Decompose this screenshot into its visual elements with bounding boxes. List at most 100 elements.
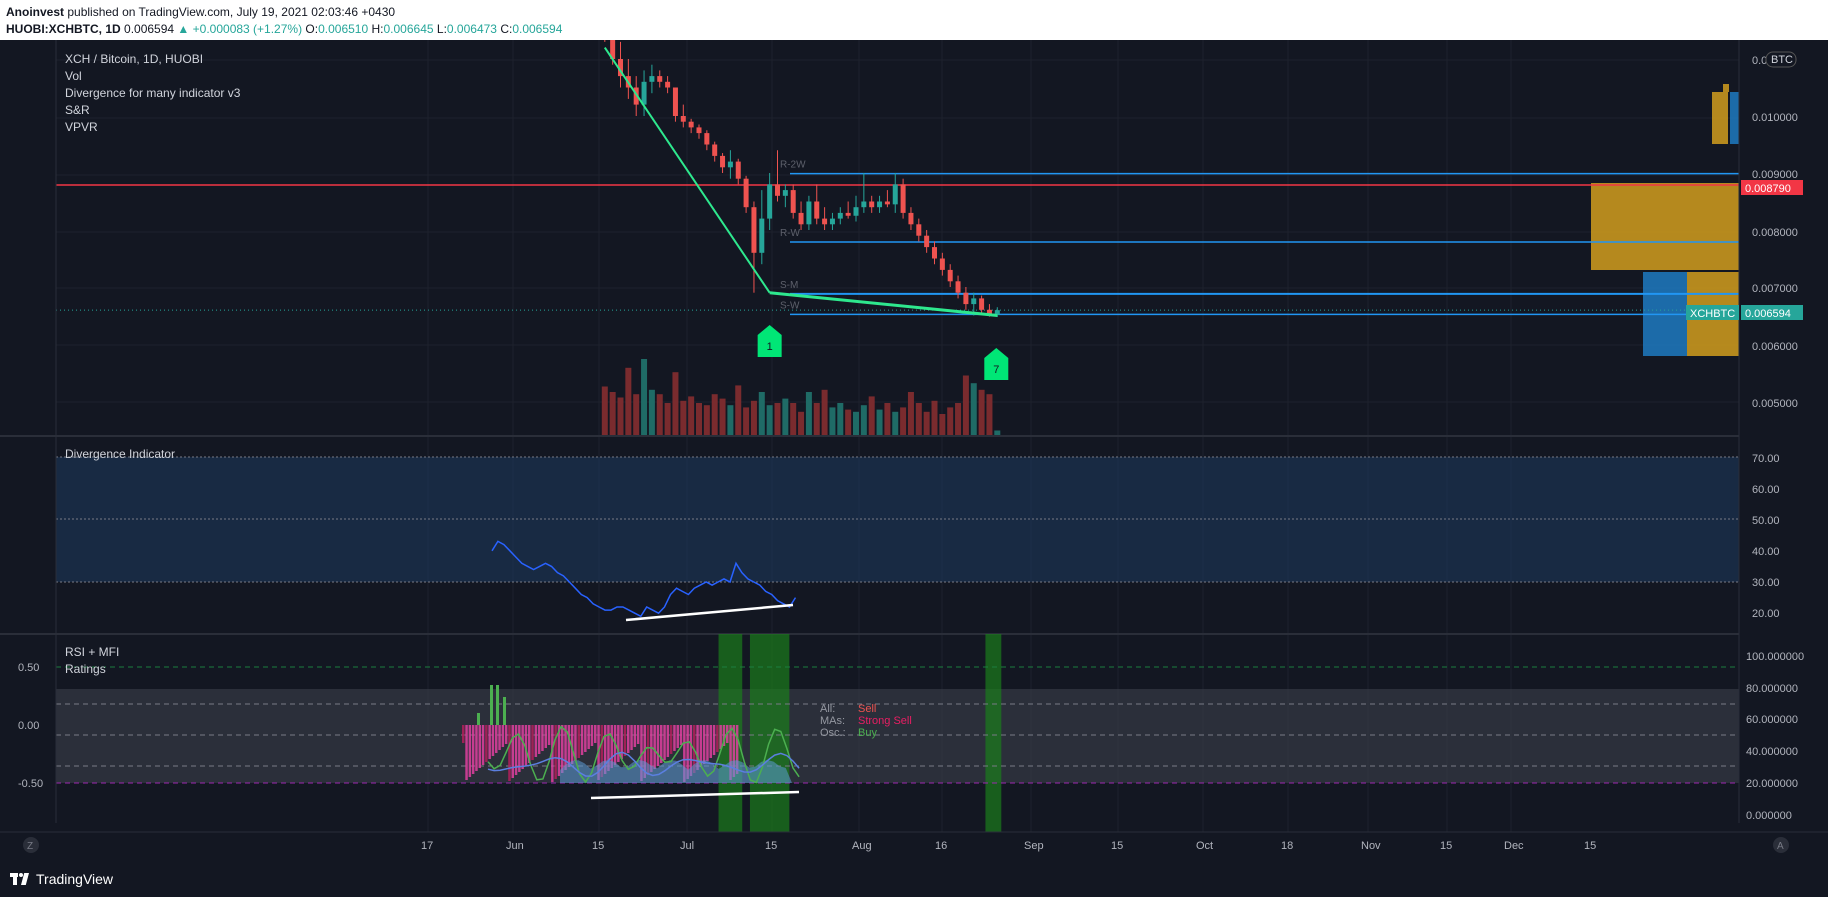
time-tick: Aug (852, 840, 872, 852)
ratings-bar-positive (503, 697, 506, 725)
price-axis[interactable] (1739, 40, 1828, 863)
volume-bar (641, 359, 648, 436)
ratings-bar (485, 725, 488, 762)
legend-symbol[interactable]: XCH / Bitcoin, 1D, HUOBI (65, 52, 203, 66)
rsi-tick: 60.000000 (1746, 714, 1798, 726)
ratings-tick: -0.50 (18, 778, 43, 790)
ratings-bar (557, 725, 561, 776)
candle-body (751, 207, 757, 253)
candle-body (735, 161, 741, 179)
price-axis-labels: 0.0 0.010000 0.009000 0.008000 0.007000 0.006… (1746, 55, 1804, 822)
time-tick: 17 (421, 840, 433, 852)
volume-bar (915, 403, 922, 436)
ratings-bar (570, 725, 574, 764)
publish-text: published on TradingView.com, July 19, 2… (67, 5, 396, 19)
ratings-bar (607, 725, 610, 771)
time-tick: 15 (1584, 840, 1596, 852)
ratings-title[interactable]: Ratings (65, 662, 106, 676)
volume-bar (680, 400, 687, 436)
ratings-bar (580, 725, 584, 755)
rsi-title[interactable]: RSI + MFI (65, 645, 119, 659)
legend-volume[interactable]: Vol (65, 69, 82, 83)
ratings-bar (735, 725, 739, 774)
rsi-tick: 80.000000 (1746, 683, 1798, 695)
ratings-bar (514, 725, 518, 775)
currency-badge[interactable]: BTC (1765, 51, 1797, 68)
rating-osc-value: Buy (858, 727, 877, 739)
tradingview-logo-icon (10, 872, 30, 886)
ratings-bar (488, 725, 491, 759)
candle-body (963, 292, 969, 305)
legend-sr[interactable]: S&R (65, 103, 90, 117)
z-button-label: Z (27, 841, 33, 852)
rating-all-value: Sell (858, 703, 876, 715)
time-tick: 15 (592, 840, 604, 852)
volume-bar (955, 403, 962, 436)
price-tick: 0.008000 (1752, 227, 1798, 239)
time-axis[interactable]: 17 Jun 15 Jul 15 Aug 16 Sep 15 Oct 18 Nov 15 Dec 15 (421, 840, 1596, 852)
ratings-bar (620, 725, 623, 759)
candle-body (759, 218, 765, 253)
price-legend: XCH / Bitcoin, 1D, HUOBI Vol Divergence … (65, 52, 241, 134)
ratings-histogram (462, 685, 739, 782)
rsi-tick: 20.000000 (1746, 778, 1798, 790)
log-scale-button[interactable]: Z (23, 837, 39, 853)
divergence-trendline[interactable] (625, 603, 794, 622)
volume-bar (664, 403, 671, 436)
ratings-bar (561, 725, 564, 773)
publish-header: Anoinvest published on TradingView.com, … (0, 0, 1828, 40)
candle-body (743, 178, 749, 208)
volume-bar (625, 367, 632, 436)
ratings-bar (541, 725, 544, 751)
vpvr-bar (1683, 183, 1739, 270)
rsi-tick: 0.000000 (1746, 810, 1792, 822)
ratings-tick: 0.50 (18, 662, 39, 674)
ratings-bar (706, 725, 709, 761)
a-button-label: A (1777, 841, 1784, 852)
ratings-bar (594, 725, 597, 743)
ratings-bar (666, 725, 670, 757)
divergence-title[interactable]: Divergence Indicator (65, 447, 175, 461)
support-resistance-lines: R-2W R-W S-M S-W (56, 160, 1739, 316)
volume-bar (648, 389, 655, 436)
symbol-name[interactable]: HUOBI:XCHBTC, 1D (6, 22, 121, 36)
volume-bar (790, 403, 797, 436)
time-tick: Dec (1504, 840, 1524, 852)
legend-vpvr[interactable]: VPVR (65, 120, 98, 134)
high-label: H: (371, 22, 384, 36)
price-tick: 0.005000 (1752, 398, 1798, 410)
volume-bar (758, 392, 765, 436)
ratings-bar (702, 725, 706, 764)
volume-bar (798, 411, 805, 436)
rsi-band (56, 689, 1739, 783)
volume-bar (994, 430, 1001, 436)
chart-canvas[interactable]: R-2WR-WS-MS-W 17 XCH / Bitcoin, 1D, HUOB… (0, 40, 1828, 883)
legend-divergence[interactable]: Divergence for many indicator v3 (65, 86, 241, 100)
ratings-bar (640, 725, 643, 781)
candle-body (924, 235, 930, 248)
ratings-bar (617, 725, 620, 762)
candle-body (672, 87, 678, 116)
volume-bar (907, 392, 914, 436)
ratings-bar-positive (490, 685, 493, 725)
ratings-bar (564, 725, 567, 770)
candle-body (665, 81, 671, 88)
close-label: C: (500, 22, 513, 36)
price-change: +0.000083 (+1.27%) (192, 22, 303, 36)
price-tick: 0.009000 (1752, 169, 1798, 181)
ratings-bar (547, 725, 551, 745)
ratings-bar (554, 725, 557, 779)
price-tick: 0.007000 (1752, 283, 1798, 295)
rsi-trendline[interactable] (590, 790, 800, 800)
tradingview-logo[interactable]: TradingView (10, 871, 113, 887)
ratings-bar (630, 725, 633, 750)
ratings-bar (567, 725, 571, 767)
trendlines[interactable] (603, 47, 998, 317)
publisher-name[interactable]: Anoinvest (6, 5, 65, 19)
divergence-pane[interactable]: Divergence Indicator (56, 447, 1739, 622)
candle-body (861, 201, 867, 208)
candle-body (845, 212, 851, 216)
ratings-tick: 0.00 (18, 720, 39, 732)
auto-scale-button[interactable]: A (1773, 837, 1789, 853)
rsi-mfi-pane[interactable]: RSI + MFI Ratings All: Sell MAs: Strong … (56, 634, 1739, 832)
